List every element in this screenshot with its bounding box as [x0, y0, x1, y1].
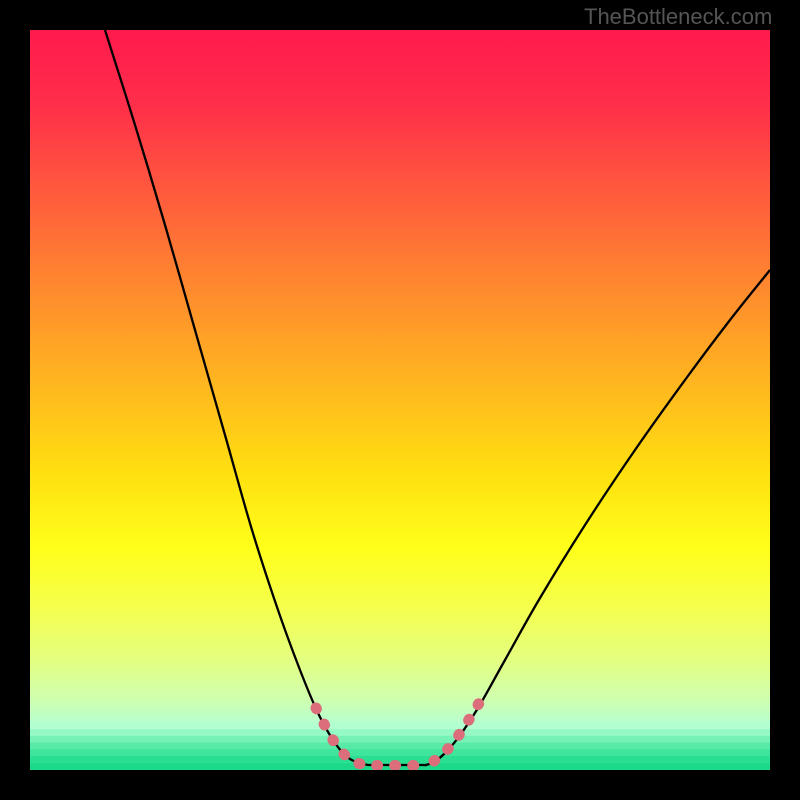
watermark-text: TheBottleneck.com — [584, 4, 772, 30]
bottleneck-chart — [30, 30, 770, 770]
